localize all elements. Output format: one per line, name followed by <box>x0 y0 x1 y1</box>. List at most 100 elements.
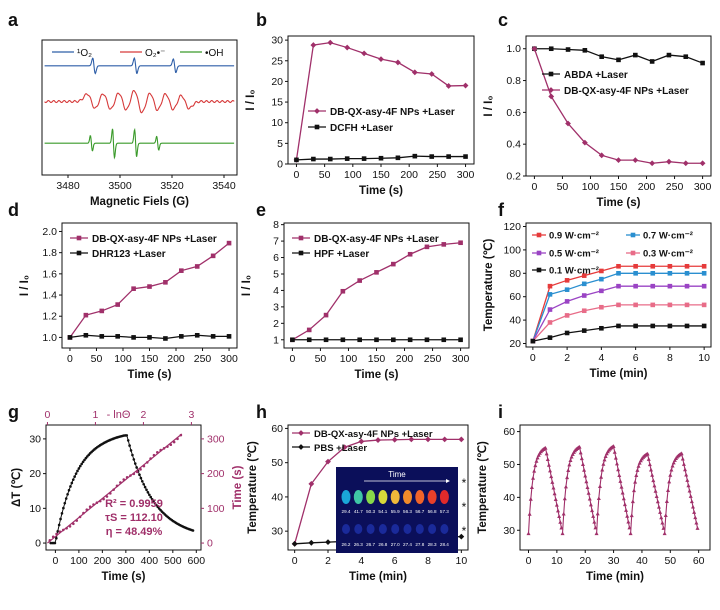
cycle-point <box>683 467 688 472</box>
series-1-point <box>701 271 707 276</box>
heating-cooling-point <box>149 495 153 499</box>
fit-point <box>166 445 169 448</box>
series-3-point <box>564 313 570 318</box>
x-tick-label: 30 <box>608 555 620 567</box>
cycle-point <box>565 475 570 480</box>
series-0-point <box>323 312 329 318</box>
x-tick-label: 6 <box>392 555 398 567</box>
fit-point <box>72 522 75 526</box>
series-0-point <box>428 71 435 77</box>
x-tick-label: 300 <box>452 353 470 365</box>
fit-point <box>115 484 119 488</box>
y-tick-label: 30 <box>503 525 515 537</box>
cycle-point <box>652 483 657 488</box>
x-tick-label: 250 <box>194 353 212 365</box>
cycle-point <box>628 531 633 536</box>
x-tick-label: 200 <box>94 555 112 567</box>
cycle-point <box>626 519 631 524</box>
legend-label: DB-QX-asy-4F NPs +Laser <box>314 234 439 245</box>
fit-point <box>85 508 89 511</box>
cycle-point <box>685 478 690 482</box>
fit-point <box>172 440 176 444</box>
series-0-point <box>210 253 216 259</box>
y-tick-label: 2.0 <box>42 226 57 238</box>
fit-point <box>145 461 149 464</box>
series-0-point <box>411 69 418 76</box>
cycle-point <box>534 458 539 463</box>
legend-marker <box>298 250 304 256</box>
cycle-point <box>603 454 608 458</box>
panel-i: i 0 10 20 30 40 50 60 30 40 50 60 Time (min) Temperat… <box>476 402 711 583</box>
series-4-point <box>599 325 604 331</box>
cycle-point <box>630 499 635 504</box>
series-0-point <box>375 437 381 443</box>
series-0-point <box>391 261 396 267</box>
legend-label: HPF +Laser <box>314 249 369 260</box>
cycle-point <box>645 451 650 456</box>
heating-cooling-point <box>129 449 133 452</box>
inset-bottom-label: 27.0 <box>391 542 400 547</box>
series-0-point <box>374 270 379 275</box>
inset-cool-spot <box>415 524 424 534</box>
x-tick-label: 3540 <box>212 180 236 192</box>
inset-hot-spot <box>341 490 351 504</box>
series-0-point <box>357 278 362 283</box>
series-1-point <box>344 156 350 161</box>
series-4-point <box>650 323 656 329</box>
cycle-point <box>684 472 689 477</box>
cycle-point <box>656 504 661 509</box>
series-4-point <box>616 323 621 329</box>
panel-label: i <box>498 402 503 422</box>
series-0-point <box>684 263 690 269</box>
series-0-point <box>424 244 430 250</box>
y-tick-label: 1.4 <box>42 290 57 302</box>
cycle-point <box>548 468 553 473</box>
series-0-point <box>616 263 621 269</box>
y-tick-label: 60 <box>503 426 515 438</box>
y-tick-label: 40 <box>503 492 515 504</box>
x2-tick-label: 1 <box>93 409 99 421</box>
inset-bottom-label: 28.4 <box>440 542 449 547</box>
heating-cooling-point <box>140 479 144 483</box>
x-tick-label: 150 <box>610 181 628 193</box>
inset-cool-spot <box>428 524 437 534</box>
cycle-point <box>550 480 555 484</box>
panel-e: e 0 50 100 150 200 250 300 1 2 3 4 5 6 7 8 Time (s) I / I… <box>241 200 470 381</box>
heating-cooling-point <box>139 476 143 480</box>
cycle-point <box>536 452 541 457</box>
series-0-point <box>308 481 315 487</box>
legend-label: DHR123 +Laser <box>92 249 166 260</box>
heating-cooling-point <box>57 523 61 527</box>
y-tick-label: 80 <box>509 268 521 280</box>
series-0-point <box>341 444 348 451</box>
plot-frame <box>287 35 475 165</box>
heating-cooling-point <box>143 485 147 489</box>
heating-cooling-point <box>133 462 137 465</box>
cycle-point <box>686 483 691 488</box>
series-2-point <box>667 283 673 289</box>
y-tick-label: 0 <box>35 538 41 550</box>
cycle-point <box>528 496 533 501</box>
inset-hot-spot <box>403 490 412 504</box>
legend-label: 0.3 W·cm⁻² <box>643 249 693 260</box>
x-tick-label: 50 <box>557 181 569 193</box>
heating-cooling-point <box>55 536 58 540</box>
x-tick-label: 250 <box>429 169 447 181</box>
series-1-point <box>357 337 362 343</box>
fit-point <box>58 530 62 533</box>
cycle-point <box>687 488 692 493</box>
x-tick-label: 200 <box>400 169 418 181</box>
cycle-point <box>582 467 587 472</box>
heating-cooling-point <box>81 460 85 464</box>
legend-label: DB-QX-asy-4F NPs +Laser <box>314 429 433 440</box>
series-1-point <box>565 120 571 127</box>
series-3-point <box>684 302 690 308</box>
series-0-point <box>462 82 469 89</box>
epr-trace <box>44 56 235 75</box>
y-tick-label: 1 <box>273 334 279 346</box>
series-0-point <box>391 436 398 443</box>
series-0-point <box>408 436 415 443</box>
y-tick-label: 2 <box>273 318 279 330</box>
series-0-point <box>407 251 413 257</box>
series-1-point <box>290 337 295 343</box>
